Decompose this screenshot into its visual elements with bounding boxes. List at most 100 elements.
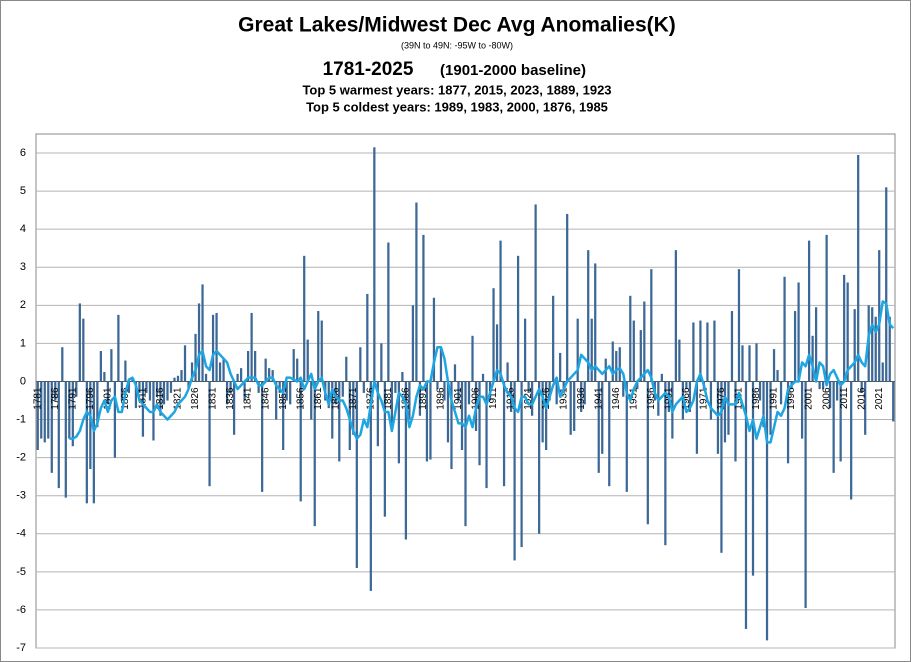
bar xyxy=(418,381,422,416)
bar xyxy=(737,269,741,382)
bar xyxy=(138,381,141,393)
bar xyxy=(580,381,583,412)
x-tick-label: 1811 xyxy=(138,387,149,409)
bar xyxy=(625,381,628,492)
bar xyxy=(57,381,60,489)
bar xyxy=(450,381,453,470)
bar xyxy=(169,381,173,393)
bar xyxy=(748,345,751,382)
bar xyxy=(75,381,78,397)
bar xyxy=(685,381,688,390)
bar xyxy=(271,370,274,382)
x-tick-label: 2006 xyxy=(821,387,832,410)
x-tick-label: 2011 xyxy=(839,387,850,409)
bar xyxy=(40,381,43,439)
baseline: (1901-2000 baseline) xyxy=(440,62,586,79)
bar xyxy=(678,339,681,382)
bar xyxy=(881,362,884,382)
chart-title: Great Lakes/Midwest Dec Avg Anomalies(K) xyxy=(238,14,676,37)
bar xyxy=(552,295,555,382)
bar xyxy=(464,381,467,527)
y-tick-label: 1 xyxy=(20,337,26,349)
bar xyxy=(120,381,124,401)
bar xyxy=(734,381,737,462)
bar xyxy=(559,352,562,382)
bar xyxy=(373,147,376,382)
bar xyxy=(832,381,835,473)
bar xyxy=(506,362,509,382)
bar xyxy=(530,381,534,416)
bar xyxy=(818,381,821,390)
y-tick-label: -7 xyxy=(16,642,26,654)
bar xyxy=(825,234,828,382)
bar xyxy=(124,360,127,382)
bar xyxy=(275,381,278,420)
x-tick-label: 1781 xyxy=(32,387,43,410)
bar xyxy=(576,318,579,382)
annotation: Top 5 warmest years: 1877, 2015, 2023, 1… xyxy=(302,82,611,97)
bar xyxy=(387,242,390,382)
bar xyxy=(250,312,253,382)
x-tick-label: 1796 xyxy=(85,387,96,410)
bar xyxy=(601,381,604,454)
bar xyxy=(755,343,758,382)
bar xyxy=(674,250,677,382)
bar xyxy=(730,311,734,382)
y-tick-label: 4 xyxy=(20,223,26,235)
bar xyxy=(590,318,593,382)
bar xyxy=(615,351,618,382)
bar xyxy=(313,381,316,527)
bar xyxy=(860,381,863,393)
bar xyxy=(520,381,523,548)
bar xyxy=(723,381,727,443)
bar xyxy=(180,370,183,382)
annotation: Top 5 coldest years: 1989, 1983, 2000, 1… xyxy=(306,99,608,114)
bar xyxy=(236,373,239,382)
bar xyxy=(646,381,649,525)
bar xyxy=(765,381,769,641)
bar xyxy=(583,381,586,405)
bar xyxy=(478,381,481,466)
bar xyxy=(762,381,765,428)
bar xyxy=(481,373,485,382)
x-tick-label: 1971 xyxy=(699,387,710,410)
bar xyxy=(622,381,625,397)
bar xyxy=(516,255,520,382)
bar xyxy=(334,381,337,405)
bar xyxy=(278,381,281,393)
x-tick-label: 1826 xyxy=(190,387,201,410)
x-tick-label: 1856 xyxy=(295,387,306,410)
bar xyxy=(888,316,891,382)
bar xyxy=(534,204,537,382)
x-tick-label: 2001 xyxy=(804,387,815,410)
bar xyxy=(527,381,530,393)
bar xyxy=(310,381,313,420)
bar xyxy=(78,303,81,382)
bar xyxy=(355,381,358,569)
bar xyxy=(439,347,443,382)
y-tick-label: -2 xyxy=(16,452,26,464)
bar xyxy=(306,339,309,382)
bar xyxy=(331,381,334,439)
bar xyxy=(127,381,131,393)
bar xyxy=(811,335,814,382)
bar xyxy=(64,381,67,498)
bar xyxy=(650,269,653,382)
x-tick-label: 1996 xyxy=(786,387,797,410)
x-tick-label: 1946 xyxy=(611,387,622,410)
x-tick-label: 1911 xyxy=(488,387,499,409)
y-tick-label: -3 xyxy=(16,490,26,502)
bar xyxy=(145,381,148,393)
bar xyxy=(597,381,600,473)
bar xyxy=(822,381,825,390)
bar xyxy=(159,381,162,416)
bar xyxy=(352,381,355,435)
x-tick-label: 1831 xyxy=(208,387,219,410)
bar xyxy=(783,276,786,382)
bar xyxy=(296,358,299,382)
moving-average-line xyxy=(69,300,895,444)
bar xyxy=(345,356,348,382)
bar xyxy=(71,381,74,447)
bar xyxy=(839,381,842,462)
bar xyxy=(285,381,288,401)
